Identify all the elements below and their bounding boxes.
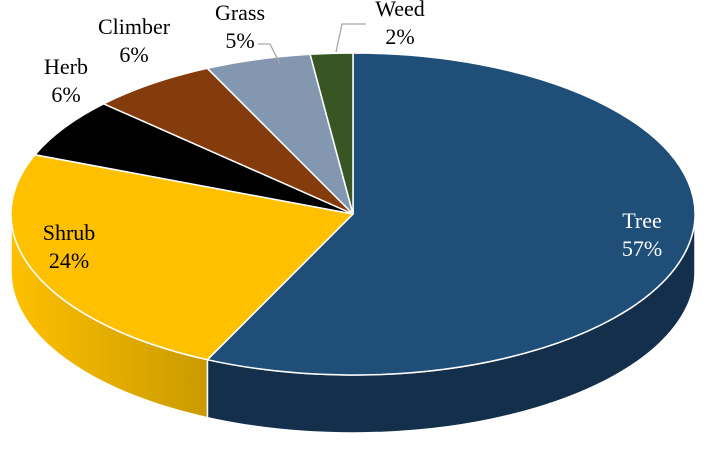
slice-label-tree: Tree: [622, 208, 662, 233]
leader-line-grass: [258, 43, 281, 65]
slice-tree: [206, 52, 696, 376]
slice-label-weed: Weed: [375, 0, 425, 21]
slice-herb: [34, 103, 354, 215]
slice-weed: [309, 52, 354, 215]
slice-label-climber: Climber: [98, 14, 171, 39]
pie-top-faces: [10, 52, 696, 376]
slice-percent-tree: 57%: [622, 236, 662, 261]
slice-percent-grass: 5%: [225, 28, 254, 53]
slice-label-shrub: Shrub: [43, 220, 96, 245]
slice-labels: Tree 57% Shrub 24% Herb 6% Climber 6% Grass 5% Wee…: [43, 0, 662, 273]
slice-percent-shrub: 24%: [49, 248, 89, 273]
leader-line-weed: [335, 23, 366, 53]
slice-climber: [102, 67, 354, 215]
slice-percent-weed: 2%: [385, 24, 414, 49]
slice-shrub: [10, 153, 354, 361]
leader-lines: [258, 23, 366, 65]
slice-percent-herb: 6%: [51, 82, 80, 107]
slice-label-herb: Herb: [44, 54, 88, 79]
slice-label-grass: Grass: [215, 0, 265, 25]
slice-percent-climber: 6%: [119, 42, 148, 67]
